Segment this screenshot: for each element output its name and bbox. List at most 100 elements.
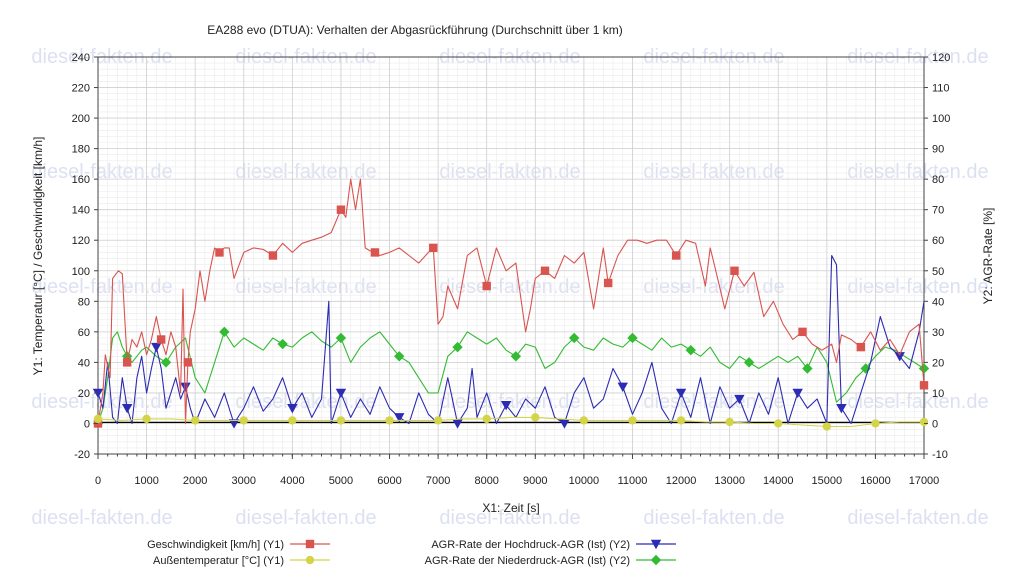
watermark-text: diesel-fakten.de — [235, 276, 376, 298]
series-point — [122, 358, 132, 367]
series-1 — [93, 413, 929, 431]
watermark-text: diesel-fakten.de — [643, 276, 784, 298]
series-line — [97, 331, 925, 424]
y-left-tick-label: 80 — [78, 296, 90, 308]
x-tick-label: 17000 — [909, 475, 940, 487]
watermark-text: diesel-fakten.de — [439, 507, 580, 529]
series-point — [277, 338, 288, 350]
series-point — [792, 388, 803, 399]
y-left-tick-label: -20 — [74, 449, 90, 461]
series-point — [730, 266, 739, 275]
y-right-tick-label: 50 — [932, 266, 944, 278]
legend-swatch-marker — [305, 539, 315, 549]
watermark-text: diesel-fakten.de — [31, 391, 172, 413]
series-point — [531, 413, 540, 422]
series-point — [219, 326, 230, 338]
series-point — [675, 388, 687, 399]
series-point — [628, 416, 637, 425]
x-tick-label: 3000 — [232, 475, 256, 487]
series-point — [579, 416, 589, 425]
watermark-text: diesel-fakten.de — [847, 507, 988, 529]
series-3 — [92, 326, 930, 429]
series-point — [183, 358, 193, 367]
y-left-tick-label: 20 — [78, 388, 90, 400]
y-right-tick-label: 20 — [932, 357, 944, 369]
x-tick-label: 0 — [95, 475, 101, 487]
series-point — [482, 414, 491, 424]
series-line — [97, 416, 924, 428]
series-point — [856, 342, 866, 352]
legend-label: Außentemperatur [°C] (Y1) — [153, 555, 284, 567]
y-left-tick-label: 60 — [78, 327, 90, 339]
series-point — [433, 416, 443, 425]
y-left-tick-label: 220 — [72, 83, 90, 95]
x-tick-label: 11000 — [618, 475, 648, 487]
series-point — [394, 413, 405, 423]
series-point — [510, 351, 522, 362]
x-tick-label: 9000 — [523, 475, 547, 487]
series-point — [268, 251, 278, 260]
x-tick-label: 10000 — [569, 475, 600, 487]
x-tick-label: 8000 — [474, 475, 498, 487]
series-point — [142, 414, 151, 424]
series-point — [452, 419, 463, 429]
legend-swatch-marker — [305, 555, 315, 565]
plot-frame — [97, 56, 925, 455]
series-point — [540, 266, 550, 275]
series-point — [617, 382, 628, 393]
watermark-text: diesel-fakten.de — [847, 276, 988, 298]
series-point — [798, 327, 807, 337]
series-point — [394, 351, 405, 362]
watermark-text: diesel-fakten.de — [847, 161, 988, 183]
series-point — [482, 281, 491, 291]
series-point — [603, 278, 613, 288]
series-2 — [92, 254, 925, 429]
x-tick-label: 16000 — [860, 475, 891, 487]
y-right-tick-label: 0 — [932, 418, 938, 430]
y-right-tick-label: 60 — [932, 235, 944, 247]
watermark-text: diesel-fakten.de — [31, 161, 172, 183]
y-right-tick-label: -10 — [932, 449, 948, 461]
y-left-tick-label: 100 — [72, 266, 90, 278]
series-point — [743, 357, 755, 368]
y-left-axis-ticks: -20 0 20 40 60 80 100 120 140 160 180 200 220 240 — [72, 52, 98, 461]
series-point — [822, 422, 832, 431]
series-point — [215, 248, 224, 257]
watermark-text: diesel-fakten.de — [235, 507, 376, 529]
series-point — [429, 243, 438, 253]
series-point — [370, 248, 380, 257]
y-right-axis-label: Y2: AGR-Rate [%] — [981, 208, 995, 305]
legend: Geschwindigkeit [km/h] (Y1) Außentemperat… — [147, 539, 676, 567]
series-point — [335, 388, 347, 399]
series-point — [156, 335, 166, 344]
series-point — [228, 419, 240, 429]
series-0 — [93, 178, 929, 428]
y-right-tick-label: 80 — [932, 174, 944, 186]
series-point — [180, 382, 191, 393]
y-right-tick-label: 10 — [932, 388, 944, 400]
y-right-tick-label: 40 — [932, 296, 944, 308]
series-point — [559, 419, 570, 429]
x-tick-label: 1000 — [134, 475, 158, 487]
y-left-tick-label: 200 — [72, 113, 90, 125]
y-right-tick-label: 90 — [932, 144, 944, 156]
series-point — [288, 416, 297, 425]
legend-swatch-marker — [650, 539, 662, 550]
series-point — [871, 419, 880, 428]
x-tick-label: 4000 — [280, 475, 304, 487]
series-point — [568, 332, 580, 344]
x-tick-label: 15000 — [812, 475, 843, 487]
x-tick-label: 7000 — [426, 475, 450, 487]
legend-label: AGR-Rate der Hochdruck-AGR (Ist) (Y2) — [431, 539, 630, 551]
series-point — [685, 344, 696, 356]
watermark-text: diesel-fakten.de — [31, 507, 172, 529]
y-right-tick-label: 70 — [932, 205, 944, 217]
series-point — [919, 417, 929, 427]
series-point — [500, 400, 512, 411]
chart-title: EA288 evo (DTUA): Verhalten der Abgasrüc… — [207, 23, 623, 37]
series-point — [239, 416, 248, 425]
series-point — [734, 394, 745, 405]
x-tick-label: 6000 — [377, 475, 401, 487]
watermark-text: diesel-fakten.de — [439, 161, 580, 183]
